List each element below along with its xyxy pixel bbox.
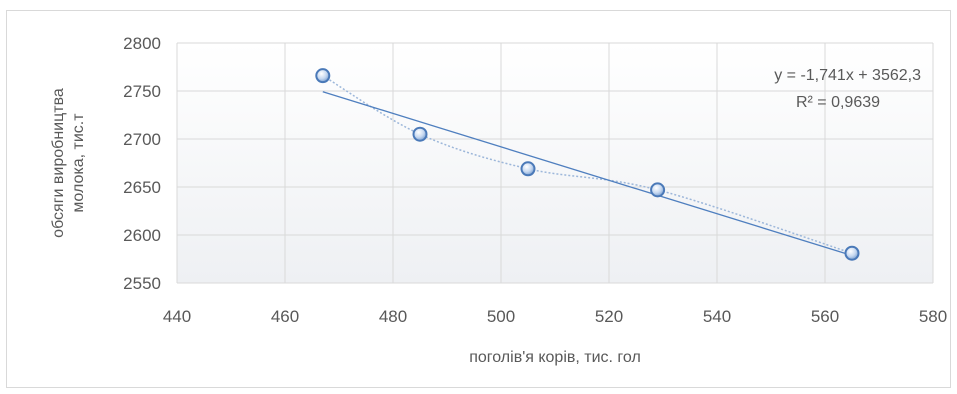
x-tick-label: 500 [487, 307, 515, 326]
x-axis-title: поголів'я корів, тис. гол [469, 349, 641, 366]
data-points [315, 68, 860, 261]
smoothed-connector-line [322, 74, 853, 254]
y-tick-labels: 2550 2600 2650 2700 2750 2800 [123, 34, 161, 293]
x-tick-label: 480 [379, 307, 407, 326]
vertical-gridlines [176, 43, 934, 283]
horizontal-gridlines [177, 42, 933, 284]
x-tick-label: 440 [163, 307, 191, 326]
r-squared-label: R² = 0,9639 [796, 94, 880, 111]
x-tick-labels: 440 460 480 500 520 540 560 580 [163, 307, 947, 326]
x-tick-label: 540 [703, 307, 731, 326]
data-point-marker [520, 161, 536, 177]
x-tick-label: 560 [811, 307, 839, 326]
data-point-marker [650, 182, 666, 198]
y-tick-label: 2600 [123, 226, 161, 245]
y-tick-label: 2550 [123, 274, 161, 293]
x-tick-label: 520 [595, 307, 623, 326]
y-tick-label: 2750 [123, 82, 161, 101]
x-tick-label: 580 [919, 307, 947, 326]
data-point-marker [315, 68, 331, 84]
y-tick-label: 2700 [123, 130, 161, 149]
y-tick-label: 2800 [123, 34, 161, 53]
y-axis-title-line-2: молока, тис.т [70, 113, 87, 213]
linear-trendline [322, 91, 853, 257]
data-point-marker [844, 245, 860, 261]
trendline-equation: y = -1,741x + 3562,3 [774, 67, 921, 84]
x-tick-label: 460 [271, 307, 299, 326]
y-tick-label: 2650 [123, 178, 161, 197]
data-point-marker [412, 126, 428, 142]
y-axis-title-line-1: обсяги виробництва [50, 88, 67, 238]
